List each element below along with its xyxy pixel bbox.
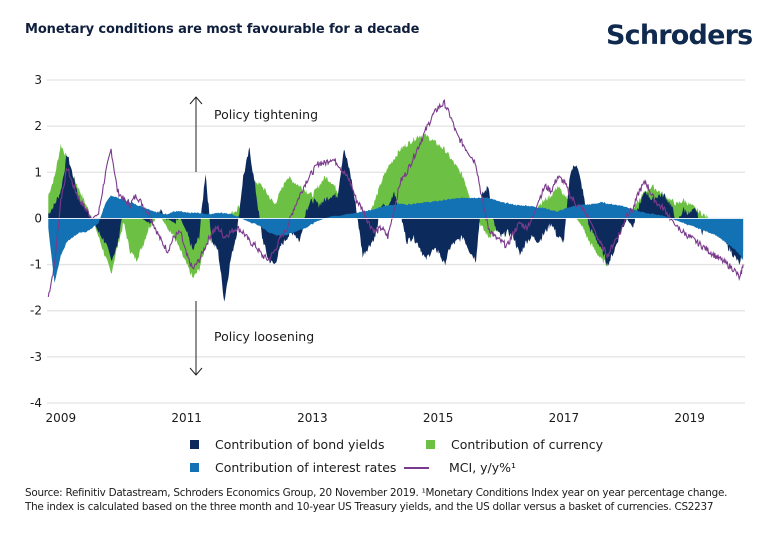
x-tick-label: 2011 <box>171 411 202 425</box>
x-tick-label: 2009 <box>46 411 77 425</box>
legend-label: Contribution of interest rates <box>215 460 397 475</box>
legend-label: Contribution of currency <box>451 437 604 452</box>
annotation-tightening: Policy tightening <box>214 107 318 122</box>
arrow-up-head <box>189 96 203 105</box>
y-tick-label: -3 <box>30 350 42 364</box>
source-line-2: The index is calculated based on the thr… <box>25 501 714 513</box>
line-mci <box>47 99 744 297</box>
source-note: Source: Refinitiv Datastream, Schroders … <box>25 486 765 514</box>
annotation-loosening: Policy loosening <box>214 329 314 344</box>
source-line-1: Source: Refinitiv Datastream, Schroders … <box>25 487 728 499</box>
x-tick-label: 2019 <box>674 411 705 425</box>
legend-swatch-interest-rates <box>190 463 199 472</box>
x-tick-label: 2015 <box>423 411 454 425</box>
area-series <box>48 132 744 302</box>
line-series <box>47 99 744 297</box>
area-bond-yields <box>48 147 744 302</box>
area-interest-rates <box>48 195 744 283</box>
legend-item-bond-yields: Contribution of bond yields <box>190 437 385 452</box>
annotation-down: Policy loosening <box>189 301 314 376</box>
y-tick-label: 3 <box>34 73 42 87</box>
legend-swatch-bond-yields <box>190 440 199 449</box>
y-axis-ticks: 3 2 1 0 -1 -2 -3 -4 <box>30 73 42 410</box>
x-tick-label: 2013 <box>297 411 328 425</box>
brand-logo: Schroders <box>606 20 753 51</box>
y-tick-label: -1 <box>30 258 42 272</box>
y-tick-label: 0 <box>34 211 42 225</box>
legend-swatch-currency <box>426 440 435 449</box>
legend-label: MCI, y/y%¹ <box>449 460 517 475</box>
legend-label: Contribution of bond yields <box>215 437 385 452</box>
legend-swatch-mci <box>404 466 429 469</box>
legend-item-currency: Contribution of currency <box>426 437 603 452</box>
y-tick-label: -2 <box>30 304 42 318</box>
legend-item-mci: MCI, y/y%¹ <box>404 460 516 475</box>
legend-item-interest-rates: Contribution of interest rates <box>190 460 396 475</box>
gridlines <box>47 79 745 404</box>
y-tick-label: 2 <box>34 119 42 133</box>
y-tick-label: 1 <box>34 165 42 179</box>
chart-title: Monetary conditions are most favourable … <box>25 22 420 37</box>
x-axis-ticks: 2009 2011 2013 2015 2017 2019 <box>46 411 705 425</box>
annotation-up: Policy tightening <box>189 96 318 172</box>
y-tick-label: -4 <box>30 396 42 410</box>
arrow-down-head <box>189 367 203 376</box>
x-tick-label: 2017 <box>549 411 580 425</box>
